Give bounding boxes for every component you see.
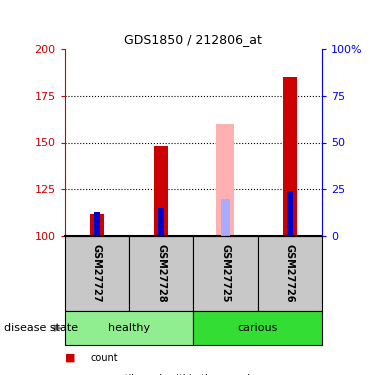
Bar xyxy=(258,236,322,311)
Bar xyxy=(90,214,104,236)
Text: carious: carious xyxy=(238,323,278,333)
Bar xyxy=(65,311,193,345)
Text: GSM27726: GSM27726 xyxy=(285,244,295,303)
Bar xyxy=(158,208,164,236)
Text: GSM27725: GSM27725 xyxy=(221,244,231,303)
Bar xyxy=(193,311,322,345)
Text: ■: ■ xyxy=(65,353,75,363)
Bar xyxy=(221,199,230,236)
Bar xyxy=(216,124,235,236)
Text: healthy: healthy xyxy=(108,323,150,333)
Text: GSM27728: GSM27728 xyxy=(156,244,166,303)
Text: GSM27727: GSM27727 xyxy=(92,244,102,303)
Bar xyxy=(154,146,168,236)
Bar xyxy=(286,191,293,236)
Bar xyxy=(283,77,297,236)
Bar xyxy=(129,236,193,311)
Text: disease state: disease state xyxy=(4,323,78,333)
Bar xyxy=(193,236,258,311)
Bar xyxy=(65,236,129,311)
Bar xyxy=(94,212,100,236)
Title: GDS1850 / 212806_at: GDS1850 / 212806_at xyxy=(124,33,262,46)
Text: count: count xyxy=(91,353,118,363)
